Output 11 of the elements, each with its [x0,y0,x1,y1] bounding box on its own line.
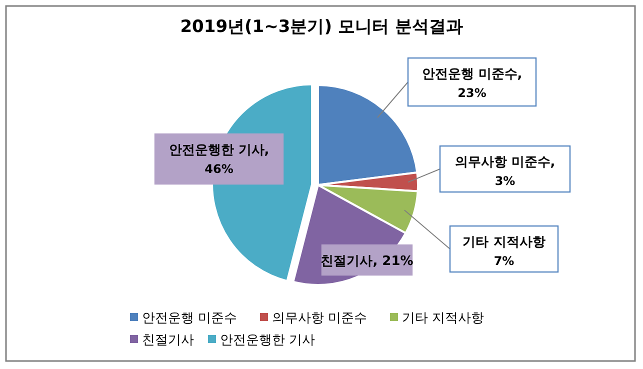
data-label: 안전운행 미준수, 23% [422,67,522,100]
legend-label: 안전운행한 기사 [220,333,316,348]
data-label: 안전운행한 기사, 46% [168,143,270,176]
data-label: 의무사항 미준수, 3% [454,155,556,188]
legend-label: 안전운행 미준수 [142,311,238,326]
legend-label: 친절기사 [142,333,194,348]
data-label: 친절기사, 21% [320,254,414,269]
data-label: 기타 지적사항 7% [462,235,546,268]
legend-label: 의무사항 미준수 [272,311,368,326]
legend-label: 기타 지적사항 [402,311,484,326]
chart-title: 2019년(1~3분기) 모니터 분석결과 [180,17,463,37]
